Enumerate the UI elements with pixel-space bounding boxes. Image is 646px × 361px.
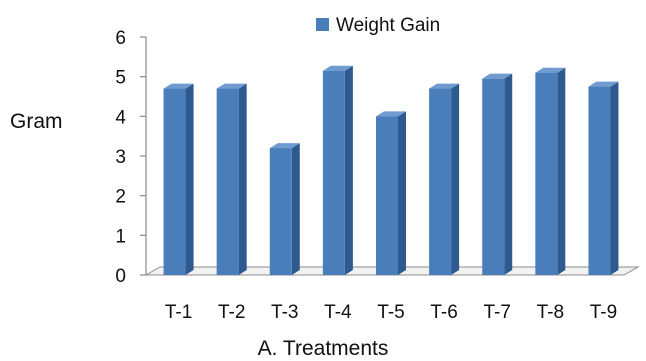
bar-top xyxy=(482,73,513,79)
y-tick-label: 6 xyxy=(115,28,126,49)
bar-front xyxy=(482,78,505,276)
bar-top xyxy=(588,81,619,87)
bar xyxy=(322,65,353,275)
y-tick-label: 2 xyxy=(115,187,126,208)
y-tick-label: 0 xyxy=(115,266,126,287)
x-tick-label: T-7 xyxy=(483,302,510,323)
x-axis-title: A. Treatments xyxy=(258,337,389,360)
x-tick-label: T-2 xyxy=(218,302,245,323)
bar-side xyxy=(557,67,566,275)
bar-front xyxy=(216,88,239,275)
x-tick-label: T-8 xyxy=(537,302,564,323)
bar xyxy=(535,67,566,275)
x-tick-label: T-3 xyxy=(271,302,298,323)
bar-front xyxy=(269,148,292,275)
bar-side xyxy=(344,65,353,275)
bar xyxy=(588,81,619,275)
bar-side xyxy=(451,83,460,275)
y-tick-label: 4 xyxy=(115,107,126,128)
y-tick-label: 5 xyxy=(115,68,126,89)
bar-side xyxy=(398,111,406,275)
bar-side xyxy=(185,83,194,275)
bar xyxy=(269,143,300,275)
bar-front xyxy=(376,116,398,275)
chart-axes xyxy=(140,36,147,276)
tick-labels: 0 1 2 3 4 5 6 T-1 T-2 T-3 T-4 T-5 T-6 T-7 T-8 T-9 xyxy=(115,28,617,323)
bar-top xyxy=(163,83,194,89)
bar xyxy=(163,83,194,275)
bar-front xyxy=(322,70,345,275)
bar-front xyxy=(588,86,611,275)
bar-top xyxy=(269,143,300,149)
bars xyxy=(163,65,619,276)
x-tick-label: T-4 xyxy=(324,302,352,323)
y-tick-label: 3 xyxy=(115,147,126,168)
y-axis-title: Gram xyxy=(10,110,63,133)
bar xyxy=(429,83,460,275)
bar-front xyxy=(429,88,452,275)
bar-side xyxy=(504,73,513,276)
bar-top xyxy=(376,111,406,117)
bar-top xyxy=(429,83,460,89)
x-tick-label: T-6 xyxy=(430,302,457,323)
x-tick-label: T-1 xyxy=(165,302,192,323)
bar-top xyxy=(216,83,247,89)
bar xyxy=(482,73,513,276)
bar-top xyxy=(535,67,566,73)
legend: Weight Gain xyxy=(316,15,440,36)
x-tick-label: T-9 xyxy=(590,302,617,323)
legend-label: Weight Gain xyxy=(336,15,440,36)
bar xyxy=(216,83,247,275)
legend-swatch xyxy=(316,18,329,31)
bar-front xyxy=(163,88,186,275)
x-tick-label: T-5 xyxy=(377,302,404,323)
bar-top xyxy=(322,65,353,71)
bar-side xyxy=(238,83,247,275)
bar-front xyxy=(535,72,558,275)
bar xyxy=(376,111,406,275)
bar-side xyxy=(610,81,619,275)
y-tick-label: 1 xyxy=(115,226,126,247)
bar-side xyxy=(291,143,300,275)
